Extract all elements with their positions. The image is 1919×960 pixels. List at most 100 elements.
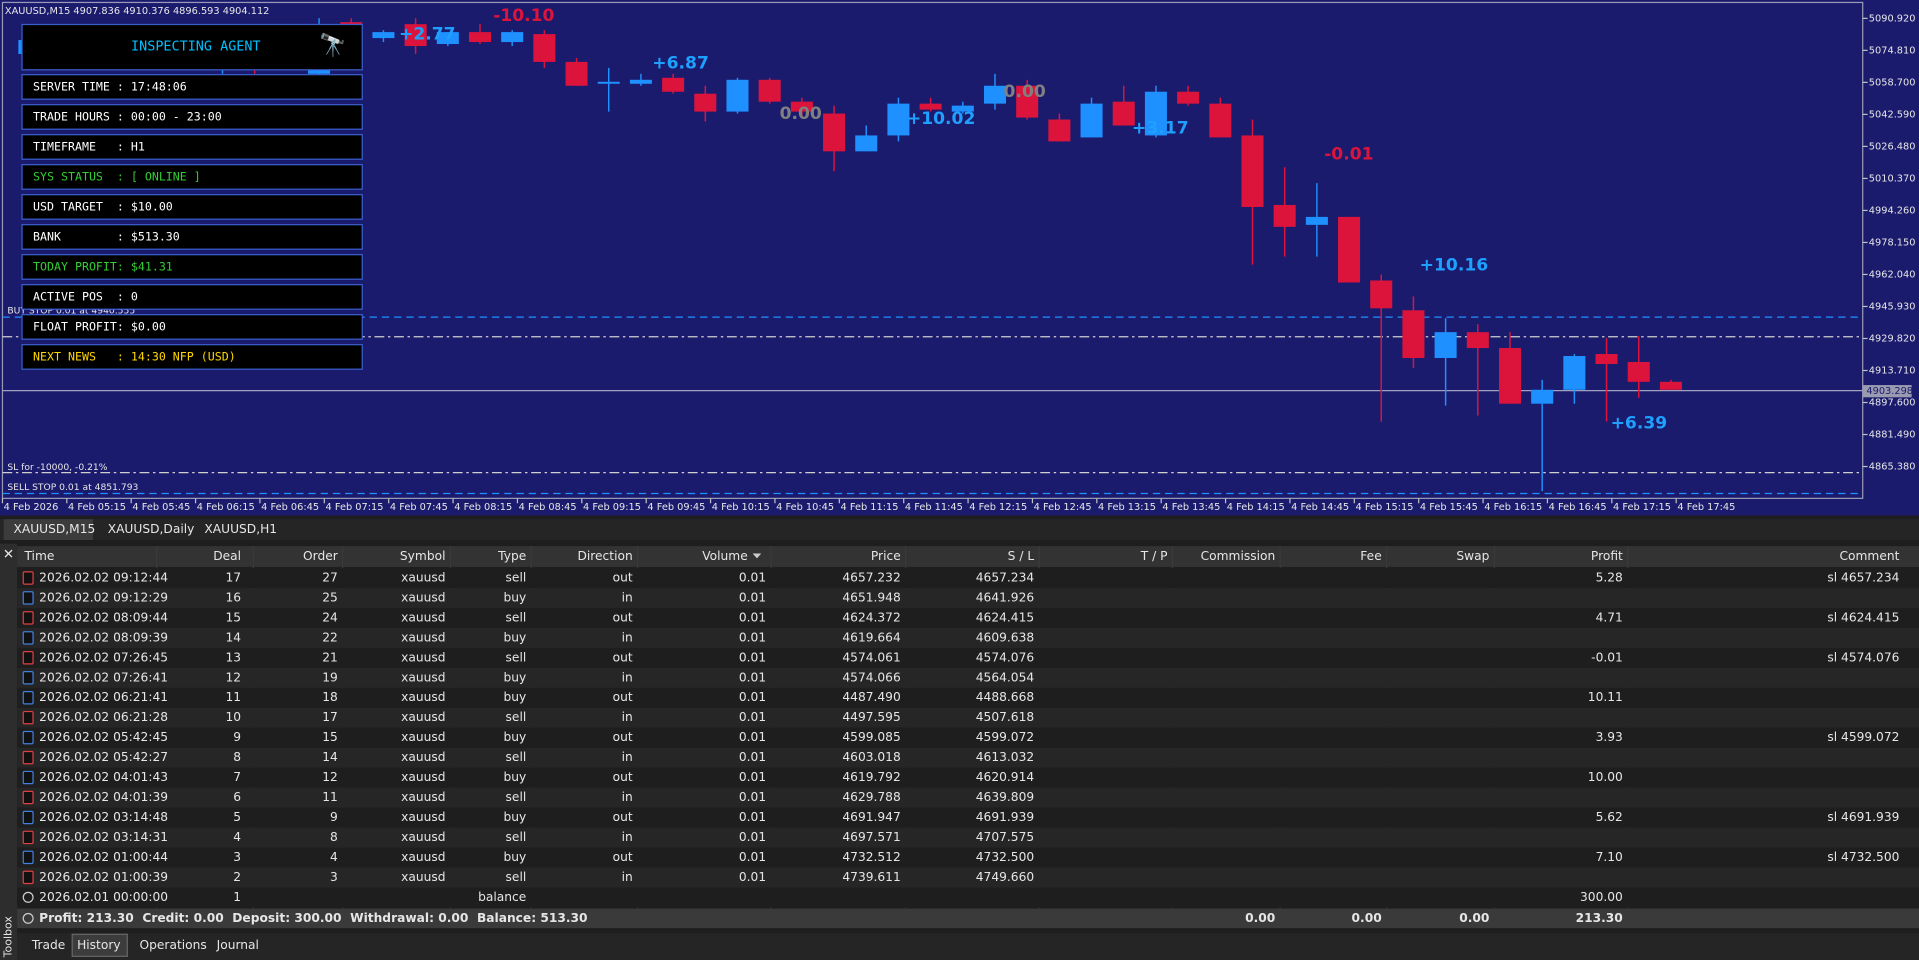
candle-body [1209,103,1232,138]
table-row[interactable] [17,707,1919,728]
table-row[interactable] [17,787,1919,808]
table-cell: out [613,850,633,864]
table-cell: 0.01 [739,670,766,684]
table-cell: buy [503,690,526,704]
toolbox-label[interactable]: Toolbox [2,916,15,959]
table-cell: 2026.02.02 04:01:39 [39,790,168,804]
table-row[interactable] [17,807,1919,828]
row-icon [22,870,34,885]
y-tick-label: 5090.920 [1869,13,1916,24]
profit-annotation: +6.87 [652,54,709,74]
table-row[interactable] [17,608,1919,629]
table-row[interactable] [17,827,1919,848]
table-row[interactable] [17,867,1919,888]
table-cell: 0.01 [739,710,766,724]
summary-cell: 0.00 [1459,911,1489,925]
table-cell: 0.01 [739,630,766,644]
table-cell: 2026.02.02 07:26:41 [39,670,168,684]
candle-body [501,32,524,43]
table-row[interactable] [17,568,1919,589]
chart-tab[interactable]: XAUUSD,Daily [108,522,195,536]
chart-frame [1,1,1864,499]
table-cell: 14 [226,630,242,644]
column-header[interactable]: Type [497,549,526,563]
table-cell: sell [506,570,527,584]
x-tick-label: 4 Feb 11:45 [905,502,963,513]
x-tick-label: 4 Feb 08:45 [519,502,577,513]
column-header[interactable]: Deal [213,549,241,563]
table-cell: 0.01 [739,690,766,704]
bottom-tab[interactable]: History [77,938,121,952]
table-cell: 10 [226,710,242,724]
panel-row-box [21,254,363,280]
column-header[interactable]: Comment [1839,549,1899,563]
column-header[interactable]: Price [871,549,901,563]
x-tick-label: 4 Feb 06:15 [197,502,255,513]
candle-body [887,103,910,136]
table-cell: 4629.788 [842,790,900,804]
column-header[interactable]: T / P [1140,549,1168,563]
table-cell: 4691.947 [842,810,900,824]
row-icon [22,790,34,805]
panel-row: FLOAT PROFIT: $0.00 [33,319,166,333]
table-cell: xauusd [401,730,445,744]
table-cell: buy [503,730,526,744]
table-cell: 4497.595 [842,710,900,724]
y-tick-label: 4978.150 [1869,237,1916,248]
panel-row: SYS STATUS : [ ONLINE ] [33,169,201,183]
x-tick-label: 4 Feb 12:45 [1034,502,1092,513]
table-cell: 4603.018 [842,750,900,764]
table-row[interactable] [17,747,1919,768]
table-row[interactable] [17,588,1919,609]
panel-row: ACTIVE POS : 0 [33,289,138,303]
x-tick-label: 4 Feb 17:45 [1677,502,1735,513]
column-header[interactable]: Order [303,549,339,563]
column-header[interactable]: Profit [1591,549,1623,563]
table-cell: 2026.02.01 00:00:00 [39,890,168,904]
table-row[interactable] [17,628,1919,648]
candle-body [1241,135,1264,207]
table-cell: 4487.490 [842,690,900,704]
table-cell: 2026.02.02 06:21:41 [39,690,168,704]
table-row[interactable] [17,887,1919,908]
column-header[interactable]: Fee [1360,549,1381,563]
bottom-tab[interactable]: Trade [31,938,65,952]
profit-annotation: +2.77 [399,24,456,44]
bottom-tab[interactable]: Operations [140,938,207,952]
bottom-tab[interactable]: Journal [216,938,259,952]
y-tick-label: 4929.820 [1869,333,1916,344]
close-icon[interactable]: ✕ [3,548,14,563]
chart-tab[interactable]: XAUUSD,H1 [204,522,277,536]
profit-annotation: +6.39 [1611,414,1668,434]
chart-tab[interactable]: XAUUSD,M15 [13,522,95,536]
table-row[interactable] [17,727,1919,748]
panel-row-box [21,344,363,370]
table-row[interactable] [17,667,1919,688]
y-tick-label: 5058.700 [1869,77,1916,88]
column-header[interactable]: Volume [702,549,748,563]
candle-body [983,85,1007,104]
sort-arrow[interactable] [752,553,762,559]
table-cell: out [613,650,633,664]
table-cell: 9 [233,730,241,744]
y-tick-label: 4994.260 [1869,205,1916,216]
column-header[interactable]: Direction [577,549,632,563]
table-cell: 17 [322,710,338,724]
panel-title-box [21,23,363,71]
row-icon [22,710,34,725]
table-row[interactable] [17,847,1919,868]
column-header[interactable]: Time [23,549,54,563]
table-cell: xauusd [401,870,445,884]
column-header[interactable]: Commission [1201,549,1276,563]
column-header[interactable]: Swap [1456,549,1489,563]
table-row[interactable] [17,687,1919,708]
column-header[interactable]: S / L [1008,549,1035,563]
table-cell: sell [506,870,527,884]
table-cell: sl 4657.234 [1827,570,1899,584]
column-header[interactable]: Symbol [400,549,446,563]
table-cell: 4564.054 [976,670,1035,684]
table-row[interactable] [17,648,1919,668]
table-cell: 2026.02.02 03:14:48 [39,810,168,824]
table-row[interactable] [17,767,1919,788]
table-cell: 13 [226,650,242,664]
